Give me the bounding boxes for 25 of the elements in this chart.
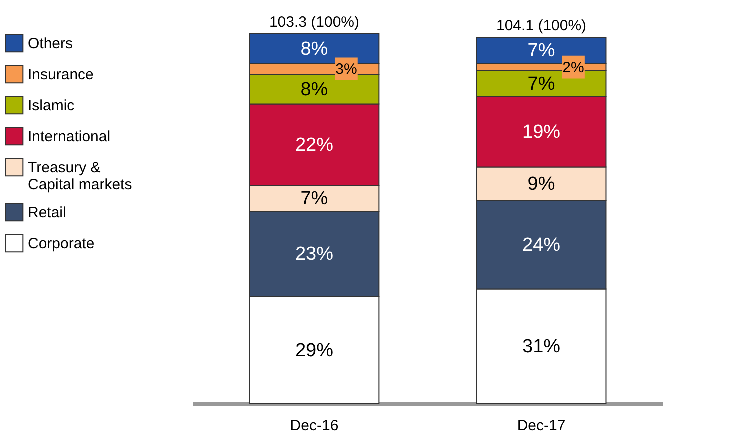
- data-label: 2%: [562, 59, 584, 76]
- legend-label: Islamic: [28, 98, 76, 114]
- x-tick-label: Dec-17: [517, 418, 566, 434]
- data-label: 23%: [295, 244, 334, 266]
- data-label: 7%: [528, 40, 556, 62]
- legend-label: Others: [28, 36, 74, 52]
- data-label: 31%: [522, 336, 561, 358]
- data-label: 9%: [528, 174, 556, 195]
- legend-label: Corporate: [28, 236, 95, 252]
- x-tick-label: Dec-16: [290, 418, 339, 434]
- legend-label: Treasury & Capital markets: [28, 160, 132, 194]
- data-label: 7%: [528, 74, 556, 95]
- data-label: 3%: [336, 61, 358, 78]
- legend-label: Retail: [28, 204, 66, 222]
- legend-label: International: [28, 128, 111, 146]
- data-label: 8%: [300, 38, 328, 60]
- data-label: 24%: [522, 234, 561, 256]
- legend-label: Insurance: [28, 66, 94, 84]
- data-label: 8%: [300, 80, 328, 100]
- total-label: 104.1 (100%): [496, 18, 587, 35]
- data-label: 22%: [295, 135, 334, 156]
- data-label: 29%: [295, 340, 334, 362]
- data-label: 19%: [522, 122, 561, 144]
- data-label: 7%: [300, 188, 328, 210]
- total-label: 103.3 (100%): [269, 14, 360, 31]
